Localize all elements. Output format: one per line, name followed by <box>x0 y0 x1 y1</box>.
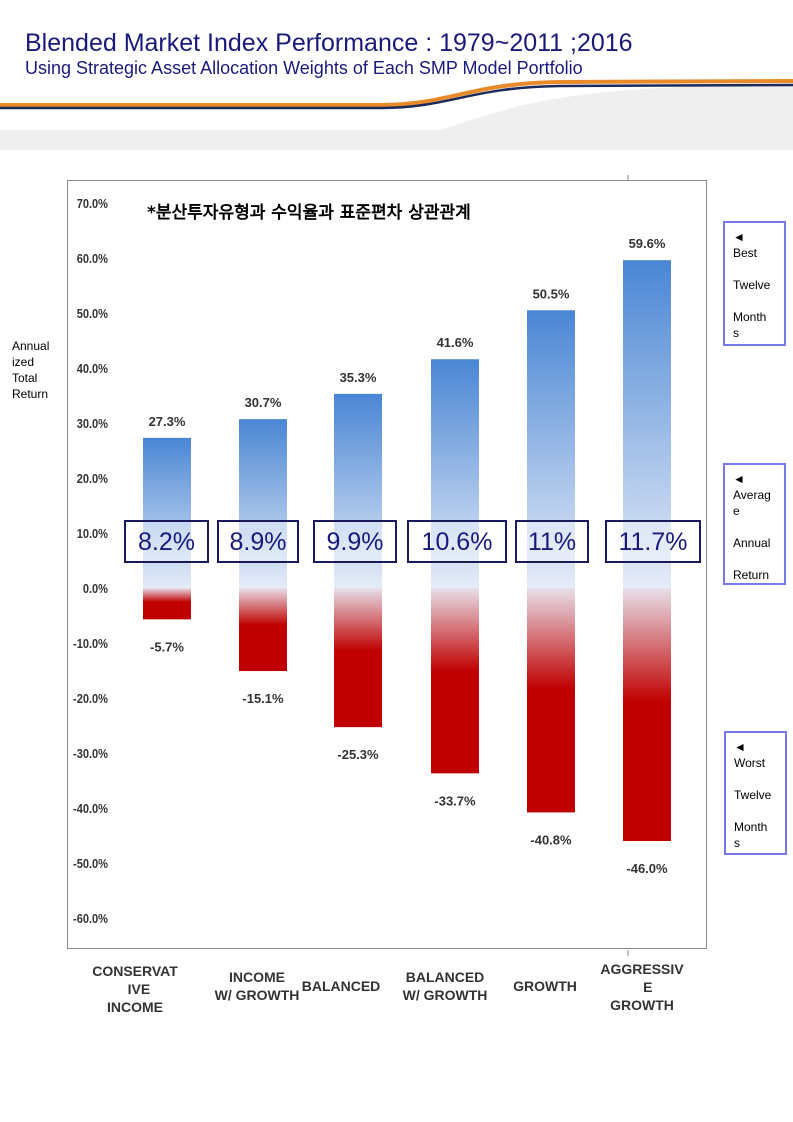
data-label-worst: -33.7% <box>434 793 476 808</box>
y-tick-label: 70.0% <box>77 196 109 211</box>
data-label-best: 30.7% <box>245 395 282 410</box>
bar-worst <box>623 588 671 841</box>
y-tick-label: 50.0% <box>77 306 109 321</box>
y-tick-label: 40.0% <box>77 361 109 376</box>
average-return-box: 11% <box>515 520 589 563</box>
category-label: GROWTH <box>513 978 577 994</box>
label-text: e <box>733 504 740 518</box>
y-tick-label: -10.0% <box>73 636 108 651</box>
bar-worst <box>239 588 287 672</box>
category-label: AGGRESSIV E GROWTH <box>600 961 684 1013</box>
category-label: BALANCED W/ GROWTH <box>402 969 488 1003</box>
arrow-left-icon: ◄ <box>733 230 745 244</box>
average-return-box: 9.9% <box>313 520 397 563</box>
y-tick-label: 10.0% <box>77 526 109 541</box>
bar-best <box>527 310 575 588</box>
y-tick-label: -50.0% <box>73 856 108 871</box>
y-tick-label: -40.0% <box>73 801 108 816</box>
bar-best <box>623 260 671 588</box>
data-label-worst: -40.8% <box>530 832 572 847</box>
data-label-worst: -15.1% <box>242 691 284 706</box>
arrow-left-icon: ◄ <box>734 740 746 754</box>
category-label: BALANCED <box>301 978 381 994</box>
data-label-worst: -5.7% <box>150 639 184 654</box>
chart-title: *분산투자유형과 수익율과 표준편차 상관관계 <box>147 203 471 223</box>
best-twelve-months-label: ◄ Best Twelve Month s <box>723 221 786 346</box>
bar-worst <box>527 588 575 813</box>
bar-worst <box>334 588 382 728</box>
label-text: Worst <box>734 756 766 770</box>
label-text: s <box>733 326 739 340</box>
average-return-box: 8.2% <box>124 520 209 563</box>
average-return-box: 10.6% <box>407 520 507 563</box>
bar-best <box>431 359 479 588</box>
label-text: Return <box>733 568 770 582</box>
average-return-box: 8.9% <box>217 520 299 563</box>
data-label-best: 59.6% <box>629 236 666 251</box>
y-tick-label: -20.0% <box>73 691 108 706</box>
average-annual-return-label: ◄ Averag e Annual Return <box>723 463 786 585</box>
bar-worst <box>143 588 191 620</box>
label-text: Best <box>733 246 758 260</box>
label-text: Twelve <box>733 278 771 292</box>
data-label-best: 35.3% <box>340 370 377 385</box>
y-tick-label: -60.0% <box>73 911 108 926</box>
y-tick-label: 20.0% <box>77 471 109 486</box>
category-label: INCOME W/ GROWTH <box>214 969 300 1003</box>
page-title: Blended Market Index Performance : 1979~… <box>25 29 633 57</box>
y-tick-label: 30.0% <box>77 416 109 431</box>
bar-best <box>334 393 382 588</box>
header-swoosh <box>0 79 793 150</box>
arrow-left-icon: ◄ <box>733 472 745 486</box>
y-tick-label: -30.0% <box>73 746 108 761</box>
category-label: CONSERVAT IVE INCOME <box>92 963 178 1015</box>
data-label-worst: -46.0% <box>626 861 668 876</box>
label-text: Twelve <box>734 788 772 802</box>
worst-twelve-months-label: ◄ Worst Twelve Month s <box>724 731 787 855</box>
data-label-worst: -25.3% <box>337 747 379 762</box>
bar-worst <box>431 588 479 774</box>
y-axis-label: Annual ized Total Return <box>12 339 50 401</box>
data-label-best: 50.5% <box>533 286 570 301</box>
bar-best <box>143 437 191 588</box>
label-text: s <box>734 836 740 850</box>
bar-best <box>239 419 287 588</box>
label-text: Averag <box>733 488 771 502</box>
label-text: Month <box>734 820 768 834</box>
data-label-best: 27.3% <box>149 414 186 429</box>
label-text: Month <box>733 310 767 324</box>
y-tick-label: 60.0% <box>77 251 109 266</box>
average-return-box: 11.7% <box>605 520 701 563</box>
chart-frame <box>67 180 707 949</box>
label-text: Annual <box>733 536 771 550</box>
data-label-best: 41.6% <box>437 335 474 350</box>
y-tick-label: 0.0% <box>83 581 108 596</box>
page-subtitle: Using Strategic Asset Allocation Weights… <box>25 58 583 78</box>
